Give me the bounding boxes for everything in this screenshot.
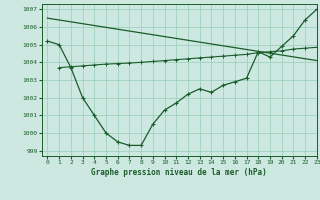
X-axis label: Graphe pression niveau de la mer (hPa): Graphe pression niveau de la mer (hPa) xyxy=(91,168,267,177)
